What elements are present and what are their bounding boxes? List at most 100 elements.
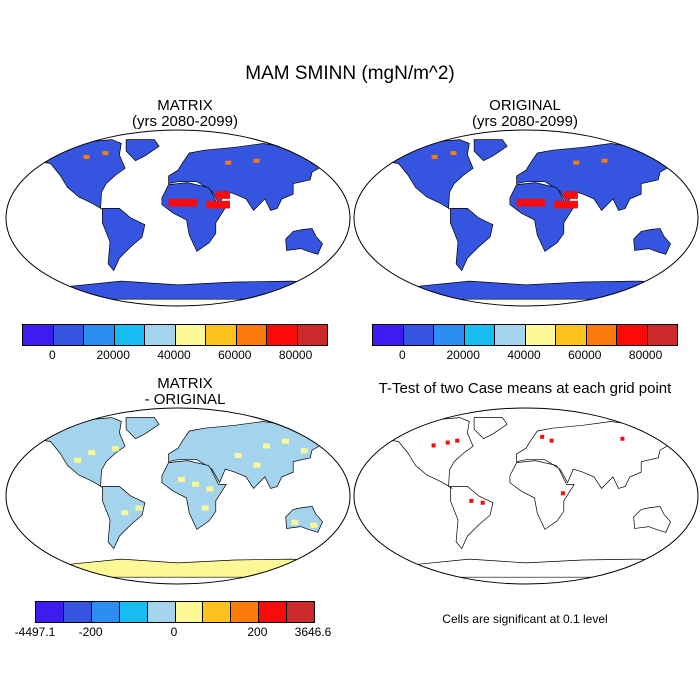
diff-panel-title: MATRIX xyxy=(157,375,213,392)
map-border xyxy=(5,407,351,585)
high-value-cell xyxy=(601,158,608,163)
continent-greenland xyxy=(473,417,508,440)
colorbar-tick-label: 200 xyxy=(247,625,268,639)
significant-cell xyxy=(549,438,554,443)
colorbar-swatch xyxy=(373,325,404,345)
colorbar-swatch xyxy=(147,602,176,622)
colorbar-tick-label: 40000 xyxy=(157,348,191,362)
original-panel-title: ORIGINAL xyxy=(489,97,561,114)
colorbar-tick-label: 0 xyxy=(49,348,56,362)
continent-antarctica xyxy=(355,558,697,578)
high-value-cell xyxy=(206,200,230,209)
map-border xyxy=(353,407,699,585)
continent-africa xyxy=(161,460,227,530)
continent-eurasia xyxy=(516,143,695,211)
colorbar-swatch xyxy=(63,602,92,622)
high-value-cell xyxy=(563,191,578,199)
positive-diff-cell xyxy=(201,505,209,511)
colorbar-swatch xyxy=(267,325,298,345)
significant-cell xyxy=(469,498,474,503)
continent-south-america xyxy=(102,486,146,550)
positive-diff-cell xyxy=(121,510,129,516)
colorbar-swatch xyxy=(556,325,587,345)
colorbar-swatch xyxy=(231,602,260,622)
colorbar-tick-label: 40000 xyxy=(507,348,541,362)
colorbar-swatch xyxy=(36,602,64,622)
ocean-background xyxy=(354,408,698,584)
matrix-map xyxy=(5,129,351,307)
positive-diff-cell xyxy=(206,486,214,492)
colorbar-tick-label: 0 xyxy=(399,348,406,362)
colorbar-swatch xyxy=(175,602,204,622)
positive-diff-cell xyxy=(300,448,308,454)
colorbar-swatch xyxy=(236,325,267,345)
continent-australia xyxy=(633,228,671,255)
high-value-cell xyxy=(431,154,438,159)
high-value-cell xyxy=(573,160,580,165)
colorbar-swatch xyxy=(586,325,617,345)
positive-diff-cell xyxy=(192,481,200,487)
colorbar-tick-label: 60000 xyxy=(218,348,252,362)
colorbar-tick-label: 60000 xyxy=(568,348,602,362)
colorbar-swatch xyxy=(203,602,232,622)
positive-diff-cell xyxy=(281,438,289,444)
high-value-cell xyxy=(83,154,90,159)
colorbar-swatch xyxy=(53,325,84,345)
continent-australia xyxy=(633,506,671,533)
colorbar-swatch xyxy=(23,325,54,345)
continent-eurasia xyxy=(168,143,347,211)
continent-australia xyxy=(285,228,323,255)
colorbar-tick-label: 80000 xyxy=(278,348,313,362)
colorbar-swatch xyxy=(647,325,677,345)
colorbar-tick-label: 20000 xyxy=(446,348,480,362)
colorbar-swatch xyxy=(434,325,465,345)
significant-cell xyxy=(431,443,436,448)
positive-diff-cell xyxy=(135,505,143,511)
figure-title: MAM SMINN (mgN/m^2) xyxy=(245,63,455,84)
high-value-cell xyxy=(450,151,457,156)
colorbar-swatch xyxy=(114,325,145,345)
significant-cell xyxy=(480,500,485,505)
original-colorbar xyxy=(372,324,678,346)
continent-greenland xyxy=(125,139,160,162)
significant-cell xyxy=(560,491,565,496)
colorbar-swatch xyxy=(145,325,176,345)
ttest-note: Cells are significant at 0.1 level xyxy=(442,612,608,626)
ttest-map xyxy=(353,407,699,585)
high-value-cell xyxy=(225,160,232,165)
original-panel-subtitle: (yrs 2080-2099) xyxy=(472,113,578,130)
positive-diff-cell xyxy=(234,453,242,458)
colorbar-tick-label: 20000 xyxy=(96,348,130,362)
colorbar-swatch xyxy=(464,325,495,345)
positive-diff-cell xyxy=(310,522,318,528)
colorbar-swatch xyxy=(617,325,648,345)
matrix-panel-title: MATRIX xyxy=(157,97,213,114)
colorbar-tick-label: -4497.1 xyxy=(14,625,56,639)
colorbar-swatch xyxy=(259,602,288,622)
continent-eurasia xyxy=(516,421,695,489)
high-value-cell xyxy=(516,198,545,207)
matrix-colorbar xyxy=(22,324,328,346)
positive-diff-cell xyxy=(88,450,96,456)
colorbar-swatch xyxy=(287,602,315,622)
colorbar-swatch xyxy=(297,325,327,345)
colorbar-swatch xyxy=(84,325,115,345)
original-map xyxy=(353,129,699,307)
high-value-cell xyxy=(215,191,230,199)
positive-diff-cell xyxy=(263,443,270,449)
diff-panel-subtitle: - ORIGINAL xyxy=(144,391,226,408)
map-border xyxy=(5,129,351,307)
high-value-cell xyxy=(554,200,578,209)
colorbar-swatch xyxy=(175,325,206,345)
significant-cell xyxy=(620,436,625,441)
significant-cell xyxy=(445,440,450,445)
diff-colorbar xyxy=(35,601,315,623)
significant-cell xyxy=(455,438,460,443)
colorbar-tick-label: 80000 xyxy=(628,348,663,362)
significant-cell xyxy=(540,434,545,439)
ttest-panel-title: T-Test of two Case means at each grid po… xyxy=(378,380,672,397)
colorbar-tick-label: 3646.6 xyxy=(294,625,332,639)
colorbar-tick-label: -200 xyxy=(78,625,103,639)
positive-diff-cell xyxy=(291,519,299,525)
continent-africa xyxy=(509,460,575,530)
